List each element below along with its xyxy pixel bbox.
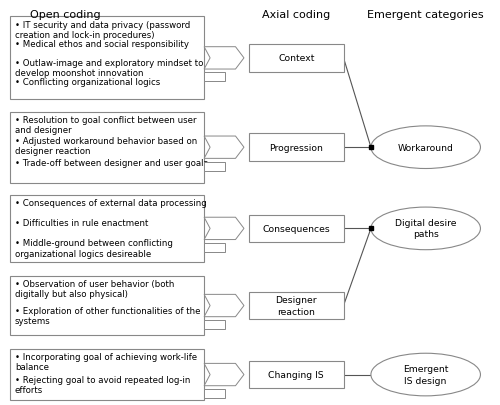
Text: • Trade-off between designer and user goals: • Trade-off between designer and user go… [15,158,208,168]
Bar [249,134,344,162]
Bar [204,389,225,398]
Bar [204,320,225,329]
Text: Context: Context [278,54,314,63]
Text: • Incorporating goal of achieving work-life
balance: • Incorporating goal of achieving work-l… [15,352,197,371]
Ellipse shape [371,207,480,250]
Bar [10,17,204,100]
Bar [10,113,204,183]
Polygon shape [204,48,244,70]
Text: Consequences: Consequences [262,224,330,233]
Bar [204,162,225,171]
Bar [249,45,344,72]
Bar [204,243,225,252]
Polygon shape [204,364,244,386]
Text: • Medical ethos and social responsibility: • Medical ethos and social responsibilit… [15,40,189,49]
Text: Progression: Progression [270,143,323,152]
Text: • Observation of user behavior (both
digitally but also physical): • Observation of user behavior (both dig… [15,279,174,298]
Polygon shape [204,137,244,159]
Bar [10,349,204,400]
Bar [204,73,225,82]
Text: • Middle-ground between conflicting
organizational logics desireable: • Middle-ground between conflicting orga… [15,239,173,258]
Text: Workaround: Workaround [398,143,454,152]
Text: Designer
reaction: Designer reaction [276,296,317,316]
Ellipse shape [371,126,480,169]
Text: Digital desire
paths: Digital desire paths [395,219,456,239]
Bar [10,196,204,262]
Text: • Resolution to goal conflict between user
and designer: • Resolution to goal conflict between us… [15,116,196,134]
Text: Changing IS: Changing IS [268,370,324,379]
Polygon shape [204,218,244,240]
Ellipse shape [371,353,480,396]
Bar [249,292,344,320]
Text: • Adjusted workaround behavior based on
designer reaction: • Adjusted workaround behavior based on … [15,137,197,156]
Text: Emergent
IS design: Emergent IS design [403,364,448,385]
Text: Open coding: Open coding [30,10,100,20]
Bar [10,276,204,335]
Text: • IT security and data privacy (password
creation and lock-in procedures): • IT security and data privacy (password… [15,21,190,39]
Polygon shape [204,295,244,317]
Bar [249,215,344,243]
Text: Axial coding: Axial coding [262,10,330,20]
Text: Emergent categories: Emergent categories [368,10,484,20]
Text: • Outlaw-image and exploratory mindset to
develop moonshot innovation: • Outlaw-image and exploratory mindset t… [15,59,204,78]
Text: • Consequences of external data processing: • Consequences of external data processi… [15,199,206,208]
Bar [249,361,344,388]
Text: • Difficulties in rule enactment: • Difficulties in rule enactment [15,219,148,228]
Text: • Exploration of other functionalities of the
systems: • Exploration of other functionalities o… [15,306,200,325]
Text: • Rejecting goal to avoid repeated log-in
efforts: • Rejecting goal to avoid repeated log-i… [15,375,190,394]
Text: • Conflicting organizational logics: • Conflicting organizational logics [15,78,160,87]
